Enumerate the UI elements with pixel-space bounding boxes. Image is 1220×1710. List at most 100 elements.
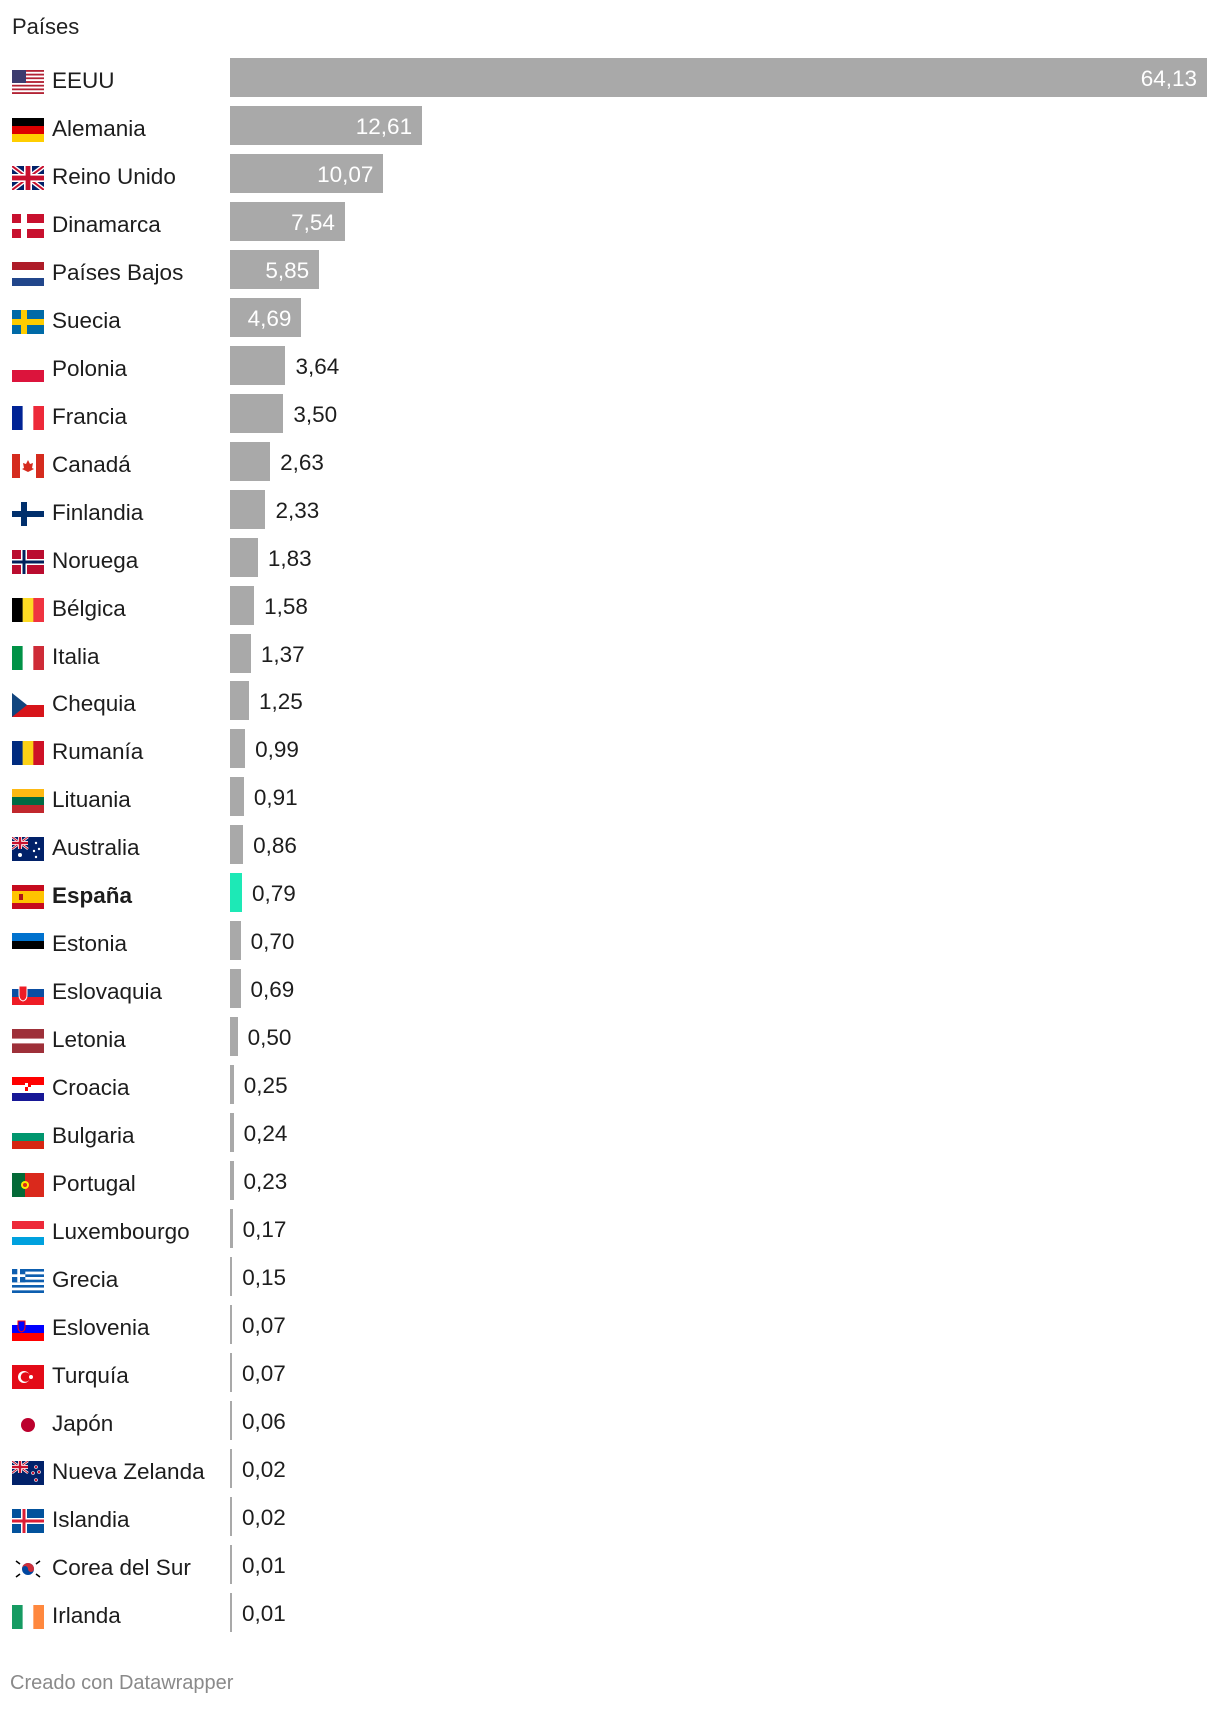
value-label: 64,13: [1140, 66, 1197, 91]
bar-row: Bélgica 1,58: [0, 585, 1220, 634]
bar: [230, 201, 345, 241]
value-label: 0,69: [250, 977, 295, 1003]
nl-flag-icon: [12, 261, 44, 286]
dk-flag-icon: [12, 213, 44, 238]
bar-row: Turquía 0,07: [0, 1352, 1220, 1401]
de-flag-icon: [12, 117, 44, 142]
kr-flag-icon: [12, 1556, 44, 1581]
country-label: Australia: [52, 835, 140, 861]
country-label: Dinamarca: [52, 211, 161, 237]
value-label: 0,06: [242, 1408, 286, 1434]
country-label: Polonia: [52, 355, 128, 381]
bar: [230, 633, 251, 673]
bar-row: Japón 0,06: [0, 1400, 1220, 1449]
bar-row: Países Bajos 5,85: [0, 249, 1220, 298]
country-label: Bulgaria: [52, 1123, 135, 1149]
si-flag-icon: [12, 1316, 44, 1341]
column-header: Países: [12, 14, 80, 39]
is-flag-icon: [12, 1508, 44, 1533]
value-label: 2,63: [280, 449, 324, 475]
bar-row: Reino Unido 10,07: [0, 153, 1220, 202]
value-label: 1,58: [264, 593, 308, 619]
country-label: Chequia: [52, 691, 136, 717]
bar-row: Croacia 0,25: [0, 1065, 1220, 1113]
bar-row: Chequia 1,25: [0, 681, 1220, 729]
bar: [230, 1209, 233, 1249]
bar-row: Finlandia 2,33: [0, 489, 1220, 538]
bar-row: Polonia 3,64: [0, 345, 1220, 394]
value-label: 1,83: [267, 545, 312, 571]
value-label: 3,64: [295, 353, 340, 379]
country-label: Luxembourgo: [52, 1219, 190, 1245]
bar-row: Dinamarca 7,54: [0, 201, 1220, 250]
value-label: 12,61: [355, 113, 413, 139]
lu-flag-icon: [12, 1221, 44, 1246]
us-flag-icon: [12, 70, 44, 94]
bar: [230, 249, 320, 289]
bar-row: Australia 0,86: [0, 825, 1220, 873]
bar-row: Rumanía 0,99: [0, 729, 1220, 777]
bar-row: Bulgaria 0,24: [0, 1113, 1220, 1161]
country-label: Lituania: [52, 787, 131, 813]
bar: [230, 1400, 232, 1440]
value-label: 0,07: [242, 1360, 286, 1386]
value-label: 0,86: [253, 833, 297, 859]
bar-row: Eslovaquia 0,69: [0, 969, 1220, 1017]
value-label: 0,17: [242, 1217, 287, 1243]
bar: [230, 345, 286, 385]
country-label: Irlanda: [52, 1602, 121, 1628]
value-label: 0,02: [242, 1456, 286, 1482]
bar-row: Canadá 2,63: [0, 441, 1220, 490]
country-label: EEUU: [52, 68, 115, 93]
bar: [230, 297, 302, 337]
bar-row: Irlanda 0,01: [0, 1592, 1220, 1641]
ie-flag-icon: [12, 1604, 44, 1629]
country-label: Corea del Sur: [52, 1554, 191, 1580]
bar: [230, 1161, 234, 1201]
bar-row: Francia 3,50: [0, 393, 1220, 442]
value-label: 7,54: [291, 209, 335, 235]
country-label: Italia: [52, 643, 100, 669]
bar: [230, 1544, 232, 1584]
value-label: 0,02: [242, 1504, 286, 1530]
bar: [230, 1017, 238, 1057]
bar: [230, 537, 258, 577]
ee-flag-icon: [12, 933, 44, 958]
bar-row: Eslovenia 0,07: [0, 1304, 1220, 1353]
bar-row: EEUU 64,13: [0, 58, 1220, 106]
bar: [230, 969, 241, 1009]
bar: [230, 489, 266, 529]
value-label: 0,01: [242, 1600, 286, 1626]
value-label: 0,50: [247, 1025, 292, 1051]
value-label: 4,69: [247, 305, 292, 331]
value-label: 0,99: [255, 737, 299, 763]
bar: [230, 585, 255, 625]
footer-credit[interactable]: Creado con Datawrapper: [10, 1672, 234, 1694]
value-label: 0,79: [252, 881, 296, 907]
country-label: Nueva Zelanda: [52, 1458, 205, 1484]
value-label: 0,15: [242, 1265, 287, 1290]
se-flag-icon: [12, 309, 44, 334]
no-flag-icon: [12, 549, 44, 574]
bar-row: Corea del Sur 0,01: [0, 1544, 1220, 1593]
bar: [230, 729, 246, 769]
bar: [230, 1304, 232, 1344]
bg-flag-icon: [12, 1125, 44, 1150]
be-flag-icon: [12, 597, 44, 622]
bar: [230, 825, 244, 865]
bar-row: Nueva Zelanda 0,02: [0, 1448, 1220, 1497]
country-label: Eslovenia: [52, 1314, 150, 1340]
country-label: Reino Unido: [52, 163, 176, 189]
cz-flag-icon: [12, 693, 44, 718]
gb-flag-icon: [12, 165, 44, 190]
bar-row: Noruega 1,83: [0, 537, 1220, 586]
value-label: 2,33: [275, 497, 320, 523]
country-label: Francia: [52, 403, 128, 429]
bar-row: Italia 1,37: [0, 633, 1220, 682]
bar: [230, 1352, 232, 1392]
value-label: 10,07: [317, 161, 374, 187]
country-label: Estonia: [52, 931, 128, 957]
bar: [230, 777, 244, 817]
value-label: 0,91: [253, 785, 298, 811]
lt-flag-icon: [12, 789, 44, 814]
